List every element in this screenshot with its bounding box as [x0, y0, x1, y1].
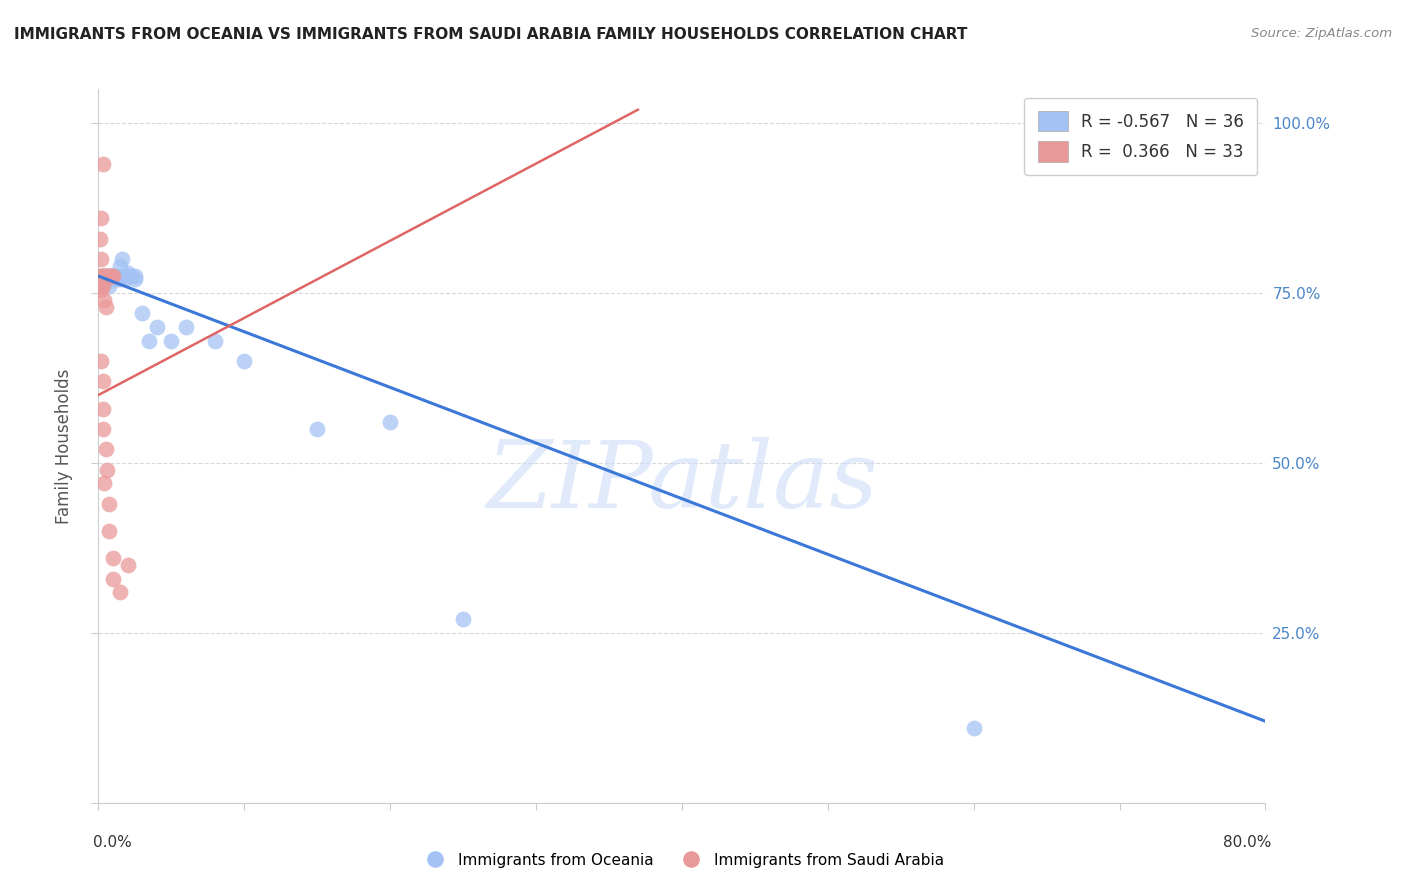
Point: [97, 497, 120, 511]
Point: [90, 283, 112, 297]
Point: [124, 269, 146, 284]
Point: [120, 269, 142, 284]
Point: [962, 721, 984, 735]
Point: [100, 269, 122, 284]
Point: [91, 422, 114, 436]
Point: [96, 269, 118, 284]
Point: [91, 279, 114, 293]
Point: [124, 272, 146, 286]
Point: [98, 269, 121, 284]
Point: [114, 269, 136, 284]
Point: [97, 279, 120, 293]
Point: [94, 269, 117, 284]
Point: [90, 354, 112, 368]
Point: [94, 300, 117, 314]
Point: [378, 415, 402, 429]
Point: [100, 269, 122, 284]
Point: [174, 320, 197, 334]
Point: [91, 269, 114, 284]
Point: [93, 476, 115, 491]
Point: [160, 334, 183, 348]
Point: [90, 269, 112, 284]
Point: [93, 269, 115, 284]
Point: [110, 272, 132, 286]
Point: [90, 211, 112, 226]
Text: IMMIGRANTS FROM OCEANIA VS IMMIGRANTS FROM SAUDI ARABIA FAMILY HOUSEHOLDS CORREL: IMMIGRANTS FROM OCEANIA VS IMMIGRANTS FR…: [14, 27, 967, 42]
Point: [90, 279, 112, 293]
Point: [101, 269, 124, 284]
Point: [101, 269, 124, 284]
Point: [101, 272, 124, 286]
Point: [108, 269, 131, 284]
Point: [117, 269, 139, 284]
Point: [98, 269, 121, 284]
Point: [97, 269, 120, 284]
Point: [96, 463, 118, 477]
Point: [105, 272, 128, 286]
Y-axis label: Family Households: Family Households: [55, 368, 73, 524]
Point: [117, 266, 139, 280]
Point: [451, 612, 474, 626]
Point: [94, 269, 117, 284]
Text: 0.0%: 0.0%: [93, 835, 131, 850]
Point: [91, 269, 114, 284]
Point: [101, 572, 124, 586]
Point: [89, 269, 111, 284]
Point: [98, 272, 121, 286]
Point: [91, 401, 114, 416]
Point: [204, 334, 226, 348]
Point: [114, 272, 136, 286]
Point: [307, 422, 329, 436]
Point: [93, 293, 115, 307]
Point: [111, 252, 134, 266]
Point: [138, 334, 160, 348]
Text: Source: ZipAtlas.com: Source: ZipAtlas.com: [1251, 27, 1392, 40]
Point: [233, 354, 256, 368]
Point: [131, 306, 153, 320]
Point: [101, 551, 124, 566]
Point: [103, 269, 125, 284]
Point: [94, 442, 117, 457]
Point: [93, 269, 115, 284]
Point: [89, 232, 111, 246]
Legend: Immigrants from Oceania, Immigrants from Saudi Arabia: Immigrants from Oceania, Immigrants from…: [413, 847, 950, 873]
Point: [96, 269, 118, 284]
Point: [91, 375, 114, 389]
Point: [91, 157, 114, 171]
Point: [97, 524, 120, 538]
Point: [117, 558, 139, 572]
Text: ZIPatlas: ZIPatlas: [486, 437, 877, 526]
Point: [146, 320, 169, 334]
Point: [89, 279, 111, 293]
Point: [104, 269, 127, 284]
Text: 80.0%: 80.0%: [1223, 835, 1271, 850]
Point: [97, 269, 120, 284]
Point: [110, 259, 132, 273]
Point: [110, 585, 132, 599]
Point: [90, 252, 112, 266]
